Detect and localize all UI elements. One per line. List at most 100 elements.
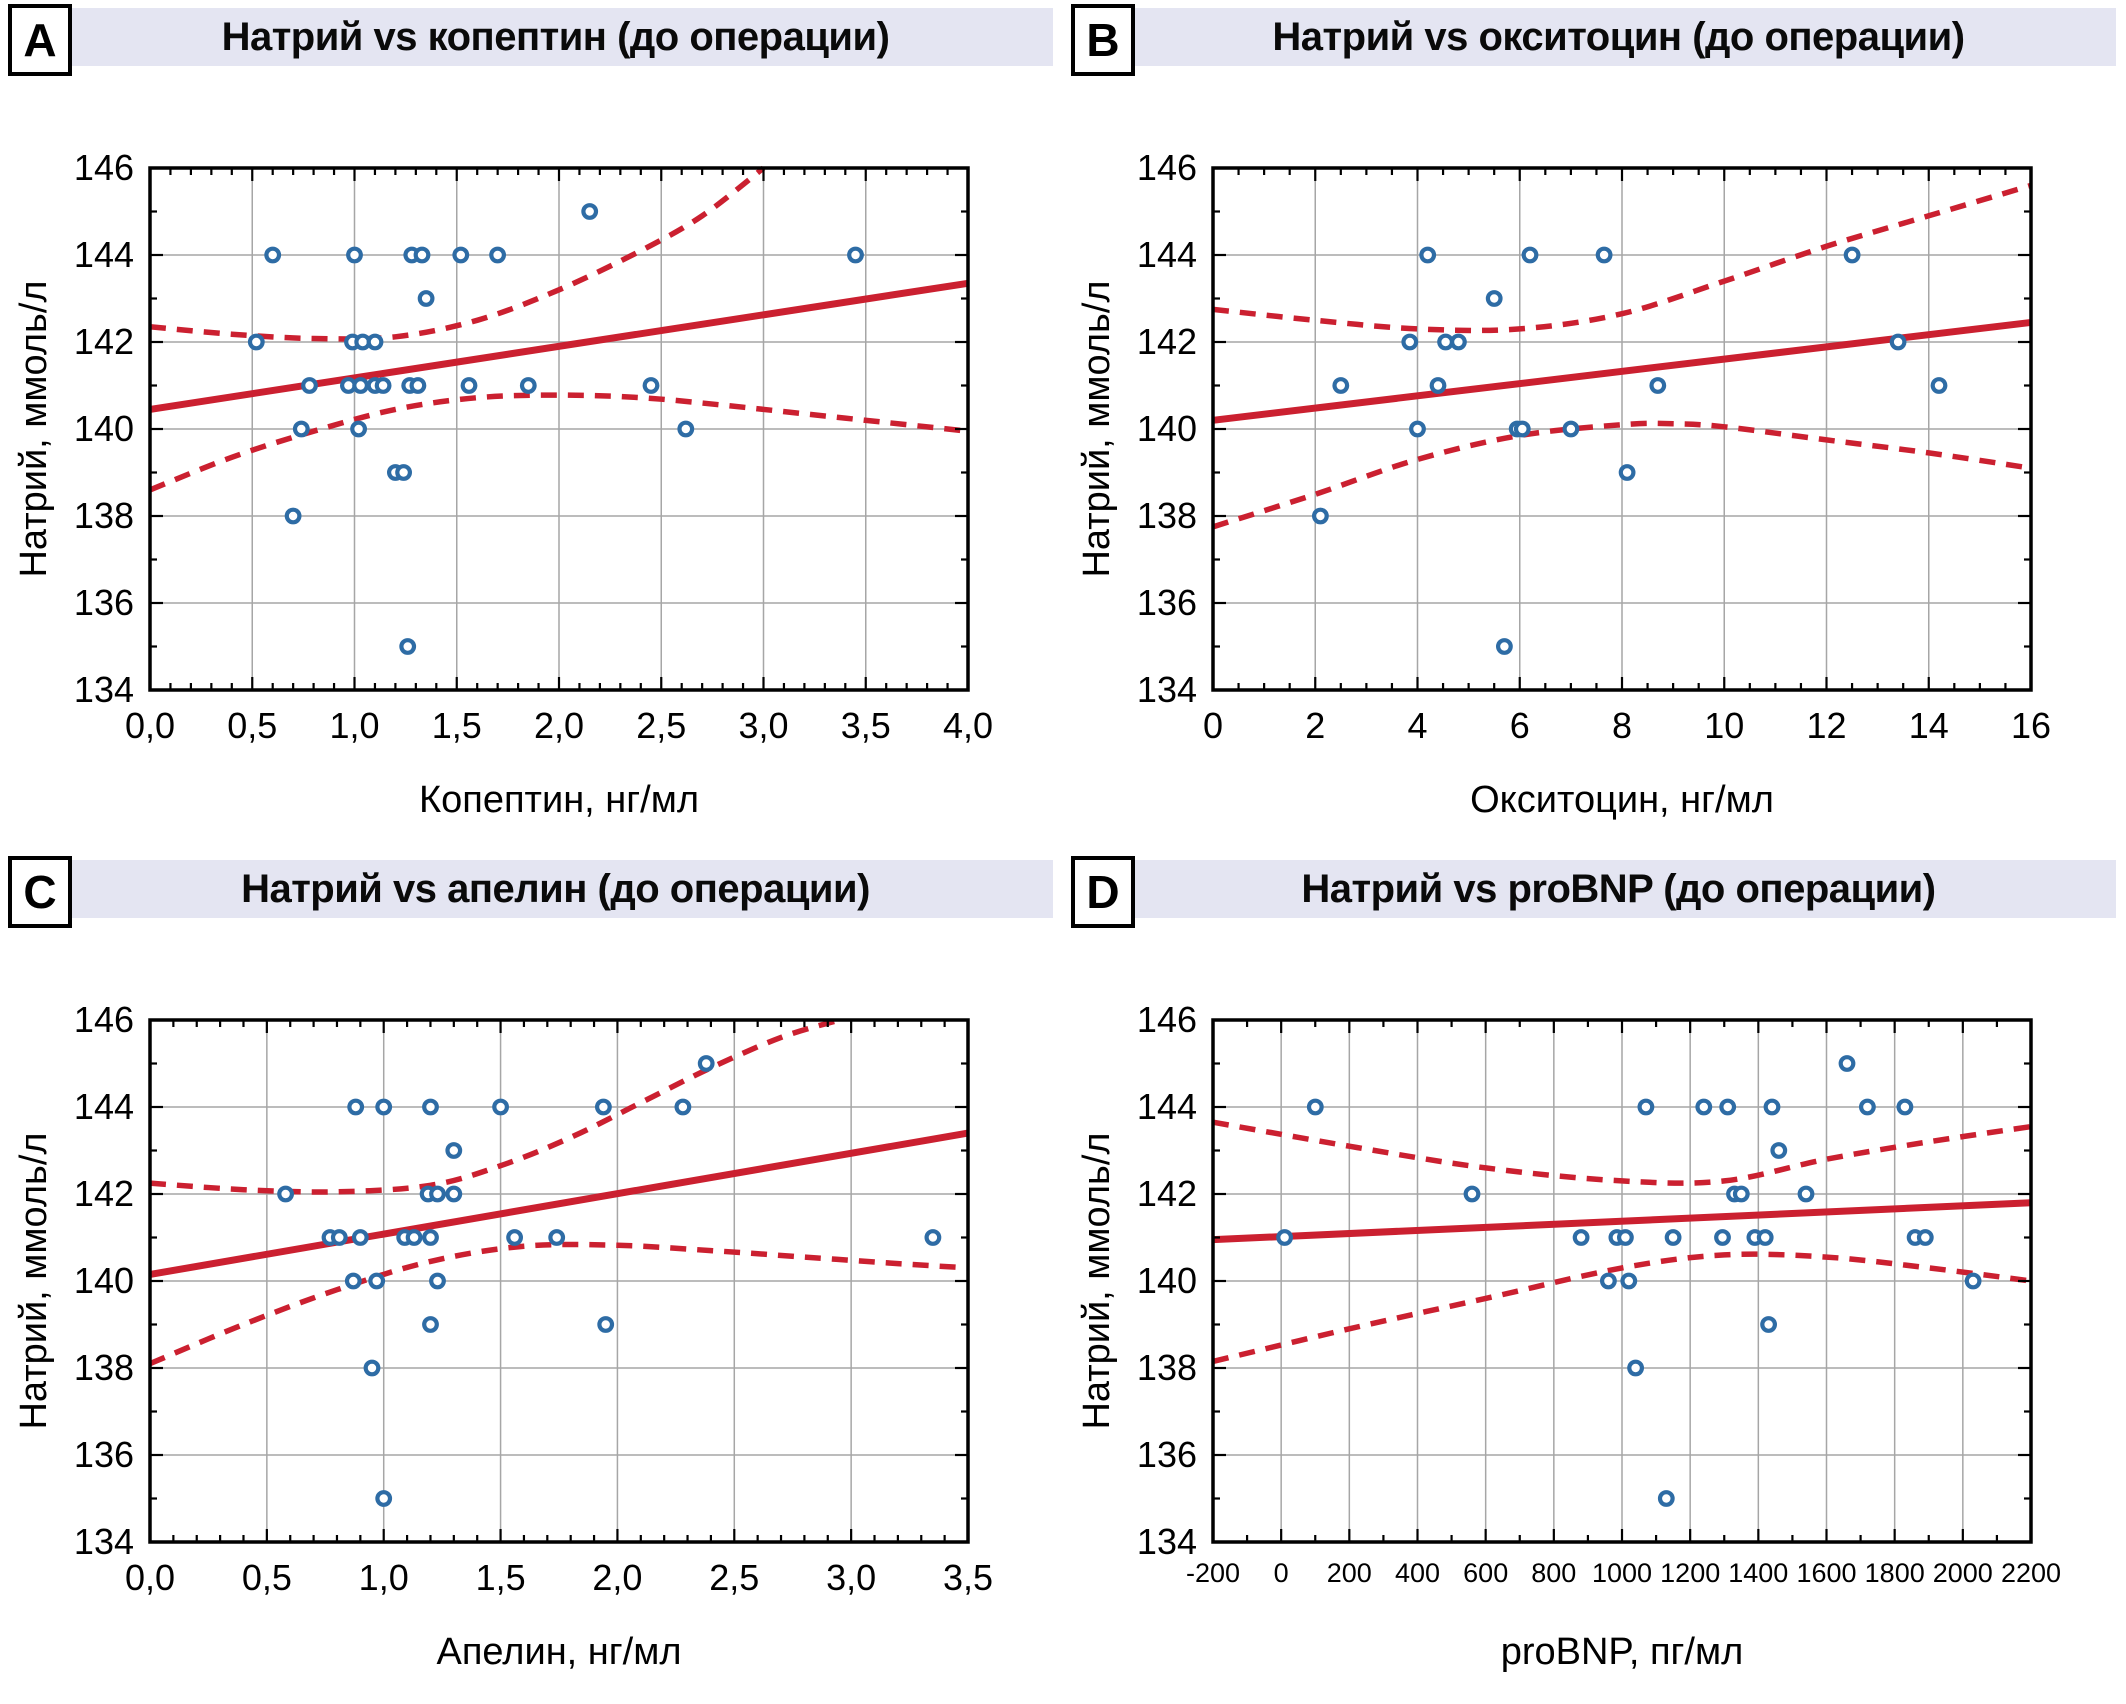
panel-c: C Натрий vs апелин (до операции) 0,0 0,5 1… (0, 852, 1063, 1704)
data-point (1600, 1272, 1617, 1290)
panel-b-letter-box: B (1071, 4, 1135, 76)
data-point (597, 1316, 615, 1333)
data-point (347, 1098, 365, 1116)
data-point (352, 377, 370, 394)
panel-d-title: Натрий vs proBNP (до операции) (1301, 866, 1936, 911)
data-point (1889, 333, 1907, 351)
data-point (1760, 1316, 1777, 1333)
panel-d-title-bar: Натрий vs proBNP (до операции) (1121, 860, 2116, 918)
x-tick-labels: 0 2 4 6 8 10 12 14 16 (1203, 705, 2051, 746)
data-point (1572, 1229, 1590, 1246)
scatter-points (1276, 1055, 1982, 1507)
data-point (1562, 420, 1580, 438)
y-tick-label: 144 (1137, 234, 1197, 275)
data-point (581, 203, 599, 220)
panel-d-letter-box: D (1071, 856, 1135, 928)
x-tick-label: 1200 (1660, 1558, 1720, 1588)
y-tick-label: 138 (74, 495, 134, 536)
confidence-lower-curve (1212, 420, 2032, 530)
confidence-upper-curve (1212, 182, 2032, 334)
data-point (1719, 1098, 1737, 1116)
y-axis-title: Натрий, ммоль/л (1076, 280, 1118, 577)
data-point (1714, 1229, 1731, 1246)
confidence-upper-curve (1212, 1119, 2032, 1186)
y-tick-label: 146 (74, 999, 134, 1040)
data-point (1332, 377, 1350, 394)
data-point (1732, 1185, 1750, 1203)
data-point (492, 1098, 510, 1116)
y-tick-label: 144 (74, 1086, 134, 1127)
regression-line (1212, 1199, 2032, 1244)
x-tick-label: 2,5 (636, 705, 686, 746)
x-tick-label: 3,5 (841, 705, 891, 746)
data-point (1664, 1229, 1682, 1246)
x-tick-label: 2000 (1933, 1558, 1993, 1588)
chart-svg: -200 0 200 400 600 800 1000 1200 1400 1600 1800 200… (1076, 999, 2061, 1673)
scatter-chart-c: 0,0 0,5 1,0 1,5 2,0 2,5 3,0 3,5 134 136 138 140 142 1… (0, 852, 1063, 1704)
data-point (1617, 1229, 1634, 1246)
y-tick-label: 142 (74, 321, 134, 362)
data-point (1637, 1098, 1655, 1116)
data-point (1595, 246, 1613, 264)
data-point (351, 1229, 369, 1246)
x-tick-label: -200 (1186, 1558, 1240, 1588)
data-point (642, 377, 660, 394)
x-tick-label: 1400 (1728, 1558, 1788, 1588)
data-point (1618, 464, 1636, 481)
chart-svg: 0 2 4 6 8 10 12 14 16 134 136 138 140 142 144 146 Оксито… (1076, 147, 2051, 821)
y-tick-label: 146 (1137, 999, 1197, 1040)
x-tick-label: 0,0 (125, 705, 175, 746)
data-point (366, 333, 384, 351)
data-point (1657, 1490, 1675, 1507)
data-point (405, 1229, 423, 1246)
x-tick-label: 2200 (2001, 1558, 2061, 1588)
data-point (519, 377, 537, 394)
y-tick-label: 140 (74, 1260, 134, 1301)
x-tick-label: 1,5 (432, 705, 482, 746)
x-tick-label: 200 (1327, 1558, 1372, 1588)
confidence-band (1212, 182, 2032, 530)
data-point (409, 377, 427, 394)
data-point (595, 1098, 612, 1116)
x-tick-label: 16 (2011, 705, 2051, 746)
scatter-chart-a: 0,0 0,5 1,0 1,5 2,0 2,5 3,0 3,5 4,0 134 136 138 140 1… (0, 0, 1063, 852)
x-tick-label: 0,0 (125, 1557, 175, 1598)
chart-svg: 0,0 0,5 1,0 1,5 2,0 2,5 3,0 3,51341361381401421… (13, 999, 993, 1673)
data-point (1401, 333, 1419, 351)
data-point (375, 1098, 393, 1116)
y-tick-label: 146 (74, 147, 134, 188)
data-point (422, 1316, 439, 1333)
scatter-points (247, 203, 864, 655)
x-tick-label: 8 (1612, 705, 1632, 746)
data-point (374, 377, 392, 394)
x-axis-title: Копептин, нг/мл (419, 779, 699, 821)
data-point (413, 246, 431, 264)
x-tick-labels: -200 0 200 400 600 800 1000 1200 1400 1600 1800 200… (1186, 1558, 2061, 1588)
y-axis-title: Натрий, ммоль/л (13, 1132, 55, 1429)
data-point (417, 290, 435, 307)
confidence-band (1212, 1119, 2032, 1365)
scatter-points (277, 1055, 942, 1507)
data-point (1450, 333, 1467, 351)
data-point (247, 333, 265, 351)
data-point (1463, 1185, 1481, 1203)
data-point (429, 1272, 446, 1290)
data-point (277, 1185, 295, 1203)
regression-line (149, 1129, 969, 1278)
data-point (1276, 1229, 1294, 1246)
data-point (422, 1229, 439, 1246)
panel-a-title-bar: Натрий vs копептин (до операции) (58, 8, 1053, 66)
y-tick-label: 142 (1137, 1173, 1197, 1214)
y-tick-label: 134 (74, 1521, 134, 1562)
data-point (395, 464, 413, 481)
y-tick-labels: 134 136 138 140 142 144 146 (74, 999, 134, 1562)
x-tick-label: 1000 (1592, 1558, 1652, 1588)
data-point (1521, 246, 1539, 264)
x-tick-label: 800 (1531, 1558, 1576, 1588)
scatter-chart-d: -200 0 200 400 600 800 1000 1200 1400 1600 1800 200… (1063, 852, 2126, 1704)
data-point (1763, 1098, 1781, 1116)
data-point (847, 246, 864, 264)
data-point (1756, 1229, 1774, 1246)
gridlines (150, 168, 968, 690)
